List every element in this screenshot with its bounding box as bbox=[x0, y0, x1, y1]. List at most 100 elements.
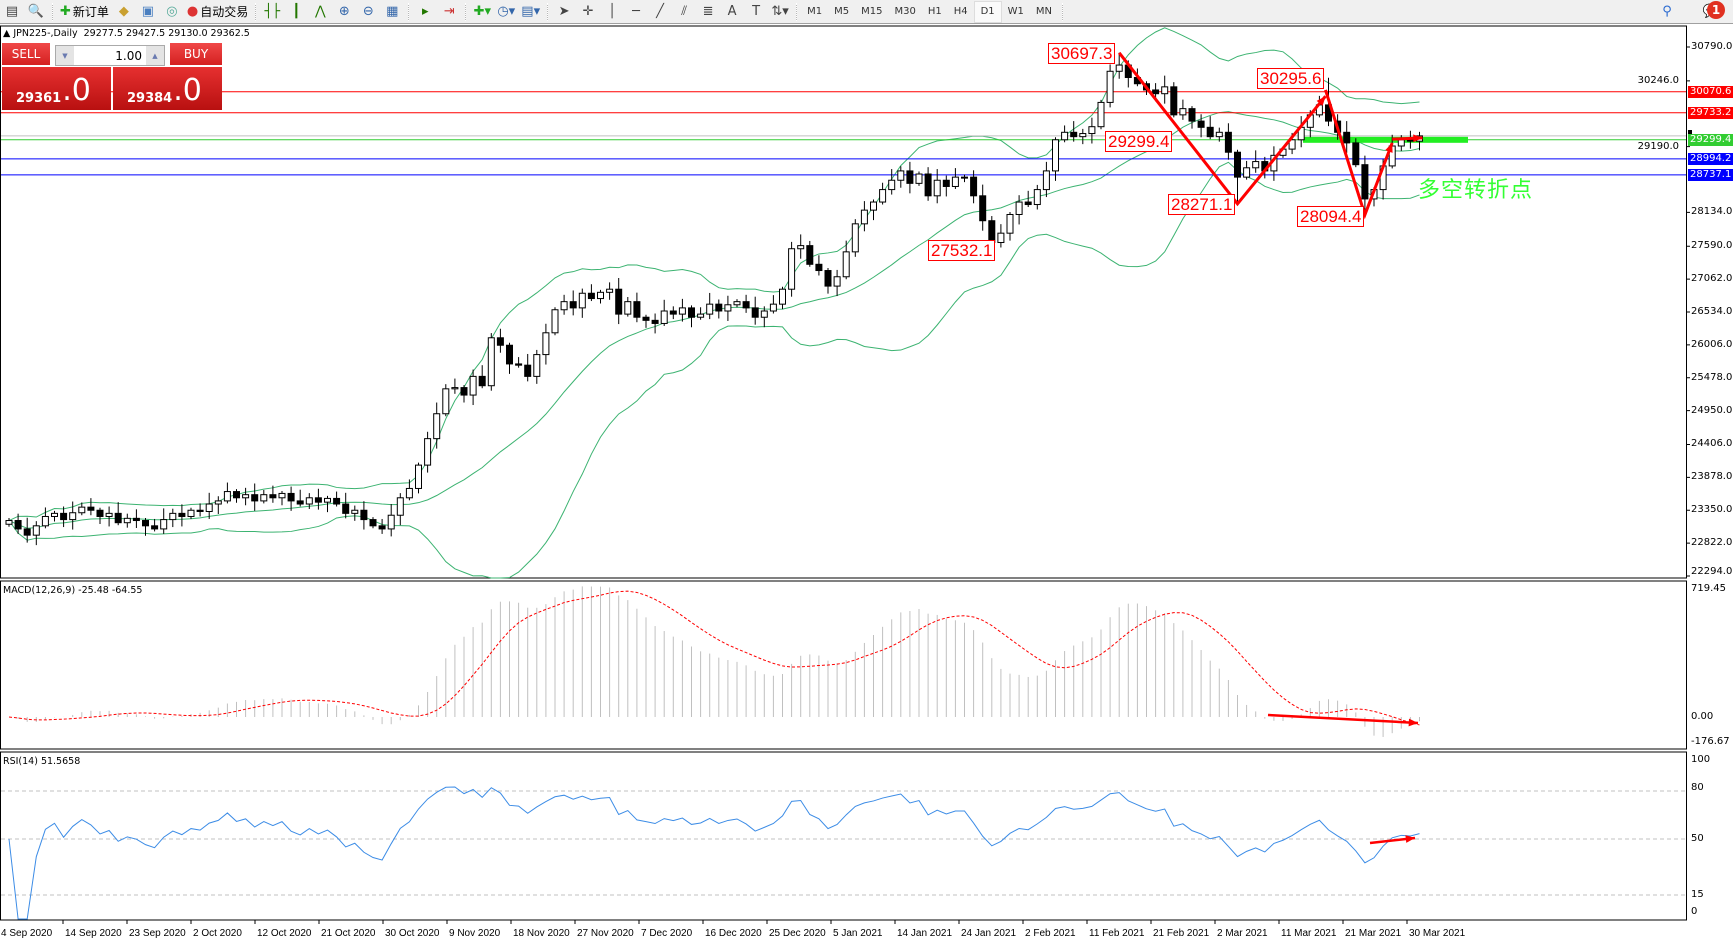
candle-body bbox=[533, 354, 541, 377]
lots-value[interactable]: 1.00 bbox=[115, 48, 142, 63]
indicators-dropdown-icon[interactable]: ✚▾ bbox=[473, 4, 491, 19]
bollinger-middle bbox=[8, 111, 1420, 529]
price-axis-label: 30246.0 bbox=[1635, 74, 1681, 87]
templates-dropdown-icon[interactable]: ▤▾ bbox=[521, 4, 541, 19]
candle bbox=[132, 509, 140, 528]
candle bbox=[842, 240, 850, 280]
sell-button[interactable]: SELL bbox=[2, 43, 50, 65]
text-label-icon[interactable]: T bbox=[752, 4, 761, 19]
timeframe-mn[interactable]: MN bbox=[1035, 6, 1053, 17]
lots-increase-button[interactable]: ▲ bbox=[146, 46, 164, 65]
chart-shift-icon[interactable]: ⇥ bbox=[443, 4, 455, 19]
candle bbox=[1061, 125, 1069, 143]
candle-body bbox=[587, 292, 595, 300]
candle bbox=[951, 168, 959, 189]
strategy-tester-icon[interactable]: ▣ bbox=[141, 4, 155, 19]
fibonacci-icon[interactable]: ≣ bbox=[702, 4, 714, 19]
trendline-icon[interactable]: ╱ bbox=[656, 4, 664, 19]
candle-body bbox=[688, 307, 695, 318]
candlestick-icon[interactable]: ┃ bbox=[292, 4, 301, 19]
candle-body bbox=[1079, 133, 1087, 138]
buy-button[interactable]: BUY bbox=[170, 43, 222, 65]
tile-windows-icon[interactable]: ▦ bbox=[386, 4, 399, 19]
time-axis-label: 27 Nov 2020 bbox=[577, 928, 634, 939]
rsi-title: RSI(14) 51.5658 bbox=[3, 756, 81, 767]
candle-body bbox=[597, 291, 604, 300]
candle bbox=[1079, 128, 1087, 145]
candle bbox=[396, 493, 404, 526]
timeframe-w1[interactable]: W1 bbox=[1007, 6, 1024, 17]
auto-scroll-icon[interactable]: ▸ bbox=[422, 4, 429, 19]
candle-body bbox=[1006, 213, 1014, 234]
timeframe-m1[interactable]: M1 bbox=[807, 6, 823, 17]
metaeditor-icon[interactable]: ◆ bbox=[118, 4, 129, 19]
candle-body bbox=[951, 176, 959, 187]
timeframe-h4[interactable]: H4 bbox=[953, 6, 968, 17]
price-annotation: 30295.6 bbox=[1257, 68, 1325, 89]
candle bbox=[879, 182, 887, 205]
candle bbox=[1179, 99, 1187, 120]
candle bbox=[1343, 121, 1351, 153]
lots-input[interactable]: ▼ 1.00 ▲ bbox=[55, 45, 165, 66]
candle bbox=[915, 171, 923, 186]
candle-body bbox=[1170, 86, 1178, 116]
candle-body bbox=[842, 251, 850, 278]
line-chart-icon[interactable]: ⋀ bbox=[314, 4, 326, 19]
cursor-icon[interactable]: ➤ bbox=[558, 4, 570, 19]
candle bbox=[760, 306, 768, 328]
price-line-tag: 28994.2 bbox=[1688, 152, 1733, 165]
candle bbox=[779, 286, 786, 310]
candle bbox=[633, 292, 641, 323]
macd-arrow-line bbox=[1267, 713, 1419, 725]
zigzag-arrow-1-line bbox=[1118, 51, 1327, 207]
candle bbox=[496, 328, 504, 353]
new-chart-icon[interactable]: ▤ bbox=[5, 4, 19, 19]
notification-badge[interactable]: 1 bbox=[1707, 1, 1725, 19]
sell-price-fraction: .0 bbox=[62, 73, 91, 108]
time-axis-label: 2 Mar 2021 bbox=[1217, 928, 1268, 939]
candle bbox=[1052, 137, 1059, 181]
zoom-out-icon[interactable]: ⊖ bbox=[362, 4, 374, 19]
candle-body bbox=[1243, 167, 1251, 178]
crosshair-icon[interactable]: ✛ bbox=[582, 4, 594, 19]
timeframe-m5[interactable]: M5 bbox=[834, 6, 850, 17]
timeframe-m15[interactable]: M15 bbox=[861, 6, 883, 17]
timeframe-d1[interactable]: D1 bbox=[973, 0, 1002, 23]
price-chart[interactable] bbox=[0, 24, 1733, 944]
rsi-axis-label: 80 bbox=[1691, 782, 1704, 793]
signals-icon[interactable]: ◎ bbox=[166, 4, 178, 19]
time-axis-label: 30 Mar 2021 bbox=[1409, 928, 1466, 939]
bar-chart-icon[interactable]: ┤├ bbox=[264, 4, 281, 19]
equidistant-channel-icon[interactable]: ⫽ bbox=[681, 4, 687, 19]
candle-body bbox=[779, 288, 786, 305]
timeframe-h1[interactable]: H1 bbox=[927, 6, 942, 17]
auto-trading-button[interactable]: ● 自动交易 bbox=[186, 4, 249, 19]
vertical-line-icon[interactable]: │ bbox=[608, 4, 616, 19]
candle-body bbox=[1024, 201, 1032, 206]
lots-decrease-button[interactable]: ▼ bbox=[56, 46, 74, 65]
candle bbox=[742, 294, 750, 313]
horizontal-line-icon[interactable]: ─ bbox=[632, 4, 640, 19]
zoom-window-icon[interactable]: 🔍 bbox=[27, 4, 45, 19]
timeframe-m30[interactable]: M30 bbox=[894, 6, 916, 17]
text-icon[interactable]: A bbox=[727, 4, 737, 19]
search-icon[interactable]: ⚲ bbox=[1662, 4, 1672, 19]
candle bbox=[724, 295, 732, 321]
zoom-in-icon[interactable]: ⊕ bbox=[338, 4, 350, 19]
candle-body bbox=[69, 512, 77, 521]
time-axis-label: 2 Oct 2020 bbox=[193, 928, 242, 939]
periods-dropdown-icon[interactable]: ◷▾ bbox=[497, 4, 516, 19]
arrows-dropdown-icon[interactable]: ⇅▾ bbox=[771, 4, 789, 19]
candle bbox=[660, 299, 668, 326]
candle bbox=[105, 506, 113, 527]
sell-price[interactable]: 29361.0 bbox=[2, 67, 111, 110]
buy-price[interactable]: 29384.0 bbox=[113, 67, 222, 110]
candle-body bbox=[1042, 170, 1050, 191]
time-axis-label: 11 Feb 2021 bbox=[1089, 928, 1145, 939]
candle-body bbox=[724, 304, 732, 312]
candle-body bbox=[733, 301, 741, 306]
candle-body bbox=[651, 319, 659, 324]
new-order-button[interactable]: ✚ 新订单 bbox=[60, 4, 109, 19]
candle bbox=[961, 174, 968, 183]
time-axis-label: 24 Jan 2021 bbox=[961, 928, 1017, 939]
